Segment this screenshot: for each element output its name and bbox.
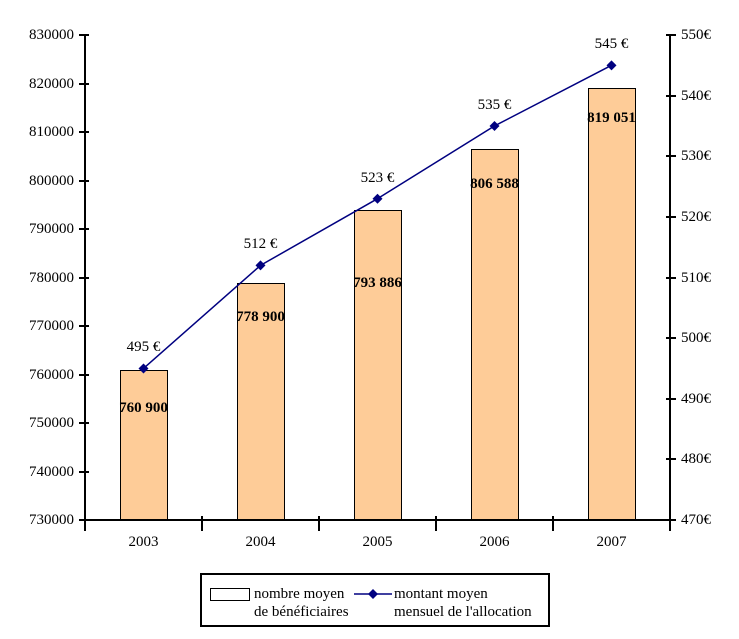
right-axis-tick-label: 530€ — [681, 148, 711, 165]
x-axis-category-label: 2007 — [596, 534, 627, 550]
legend: nombre moyen de bénéficiaires montant mo… — [200, 573, 550, 627]
right-axis-tick — [666, 215, 676, 218]
line-data-label: 545 € — [594, 36, 629, 53]
left-axis-tick-label: 820000 — [29, 75, 74, 92]
bar — [119, 370, 168, 520]
right-axis-tick-label: 540€ — [681, 87, 711, 104]
line-data-label: 512 € — [243, 236, 278, 253]
right-axis-tick — [666, 519, 676, 521]
right-axis-tick-label: 500€ — [681, 330, 711, 347]
bar-data-label: 819 051 — [587, 110, 636, 127]
line-data-label: 523 € — [360, 169, 395, 186]
left-axis-tick-label: 810000 — [29, 124, 74, 140]
x-axis-tick — [201, 516, 203, 531]
x-axis-category-label: 2003 — [128, 534, 159, 550]
right-axis-tick-label: 470€ — [681, 512, 711, 528]
bar — [470, 148, 519, 520]
right-axis-tick-label: 520€ — [681, 208, 711, 225]
right-axis-tick-label: 490€ — [681, 390, 711, 407]
left-axis-tick-label: 780000 — [29, 269, 74, 286]
legend-label-beneficiaires: nombre moyen de bénéficiaires — [254, 585, 349, 621]
right-axis-tick — [666, 337, 676, 340]
legend-label-line: montant moyen — [394, 586, 488, 602]
x-axis-tick — [318, 516, 320, 531]
diamond-marker — [606, 60, 617, 71]
bar-data-label: 806 588 — [470, 175, 519, 192]
diamond-marker — [372, 193, 383, 204]
x-axis-tick — [84, 516, 86, 531]
left-axis-tick-label: 770000 — [29, 318, 74, 334]
left-axis-tick-label: 740000 — [29, 463, 74, 480]
left-axis-tick — [79, 276, 89, 279]
legend-label-montant: montant moyen mensuel de l'allocation — [394, 585, 532, 621]
left-axis-tick — [79, 179, 89, 182]
x-axis-tick — [669, 516, 671, 531]
left-axis-tick-label: 790000 — [29, 221, 74, 237]
line-data-label: 535 € — [477, 96, 512, 113]
legend-label-line: nombre moyen — [254, 586, 345, 602]
legend-bar-swatch — [210, 588, 250, 601]
legend-label-line: de bénéficiaires — [254, 604, 349, 620]
left-axis-tick — [79, 373, 89, 376]
right-axis-tick — [666, 94, 676, 97]
left-axis-tick-label: 800000 — [29, 172, 74, 189]
x-axis-tick — [552, 516, 554, 531]
left-axis-tick-label: 750000 — [29, 415, 74, 431]
bar — [587, 88, 636, 520]
right-axis-tick — [666, 155, 676, 158]
left-axis-tick — [79, 34, 89, 36]
x-axis-category-label: 2004 — [245, 534, 276, 550]
right-axis-tick-label: 510€ — [681, 269, 711, 286]
bar-data-label: 793 886 — [353, 275, 402, 292]
x-axis-line — [85, 519, 670, 521]
bar-data-label: 760 900 — [119, 400, 168, 417]
legend-label-line: mensuel de l'allocation — [394, 604, 532, 620]
legend-line-marker-icon — [354, 589, 392, 599]
diamond-marker — [255, 260, 266, 271]
right-axis-tick — [666, 397, 676, 400]
right-axis-tick-label: 480€ — [681, 451, 711, 468]
x-axis-tick — [435, 516, 437, 531]
left-axis-tick — [79, 325, 89, 327]
bar-data-label: 778 900 — [236, 308, 285, 325]
left-axis-tick — [79, 470, 89, 473]
left-axis-tick-label: 760000 — [29, 366, 74, 383]
left-axis-tick — [79, 422, 89, 424]
left-axis-tick — [79, 82, 89, 85]
right-axis-tick-label: 550€ — [681, 27, 711, 43]
left-axis-tick-label: 830000 — [29, 27, 74, 43]
x-axis-category-label: 2006 — [479, 534, 510, 550]
left-axis-tick — [79, 228, 89, 230]
left-axis-tick — [79, 131, 89, 133]
diamond-marker — [489, 120, 500, 131]
right-axis-tick — [666, 276, 676, 279]
right-axis-tick — [666, 458, 676, 461]
right-axis-tick — [666, 34, 676, 36]
bar — [353, 210, 402, 520]
x-axis-category-label: 2005 — [362, 534, 393, 550]
left-axis-tick-label: 730000 — [29, 512, 74, 528]
line-data-label: 495 € — [126, 339, 161, 356]
